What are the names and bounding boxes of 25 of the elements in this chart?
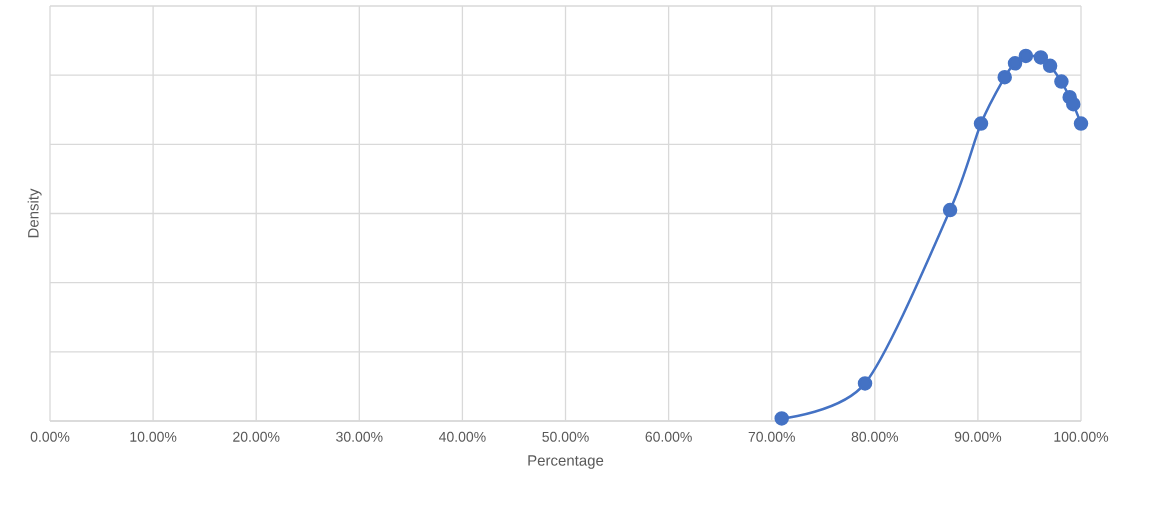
point <box>1042 58 1058 74</box>
point <box>1054 74 1069 89</box>
x-tick-label: 50.00% <box>542 431 589 442</box>
point <box>1073 116 1089 131</box>
x-tick-label: 80.00% <box>851 431 899 442</box>
point <box>973 116 989 131</box>
x-tick-label: 10.00% <box>130 431 177 442</box>
x-tick-label: 20.00% <box>233 431 280 442</box>
point <box>1007 56 1023 71</box>
x-tick-label: 0.00% <box>30 431 70 442</box>
x-tick-label: 100.00% <box>1054 431 1109 442</box>
point <box>1033 50 1049 65</box>
y-axis-title: Density <box>27 188 42 238</box>
x-tick-label: 90.00% <box>954 431 1002 442</box>
x-tick-label: 30.00% <box>336 431 383 442</box>
point <box>942 202 958 218</box>
point <box>774 411 789 426</box>
point <box>997 69 1012 85</box>
x-axis-title: Percentage <box>528 455 604 469</box>
point <box>1018 48 1034 64</box>
point <box>857 376 873 391</box>
x-tick-label: 40.00% <box>439 431 486 442</box>
point <box>1066 96 1081 112</box>
x-tick-label: 60.00% <box>645 431 692 442</box>
x-tick-label: 70.00% <box>748 431 795 442</box>
